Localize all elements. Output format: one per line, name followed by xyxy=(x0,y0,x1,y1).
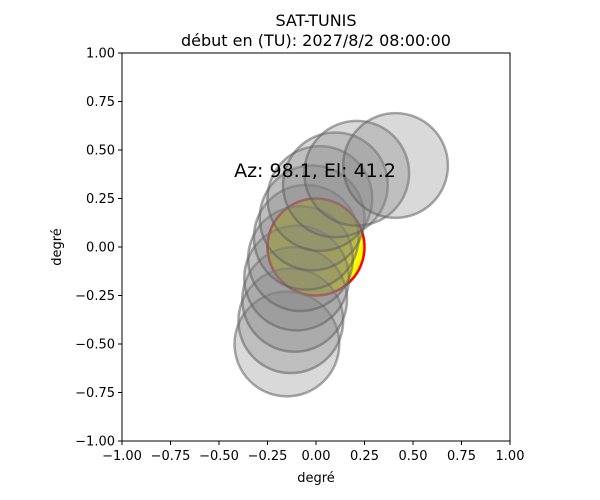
y-tick-label: 1.00 xyxy=(86,47,115,62)
y-tick-label: 0.00 xyxy=(86,241,115,256)
plot-marks xyxy=(233,111,450,398)
x-tick-label: 0.00 xyxy=(302,449,331,464)
x-axis-label: degré xyxy=(297,471,335,486)
x-tick-label: −1.00 xyxy=(102,449,142,464)
track-circle-9 xyxy=(281,131,390,239)
x-tick-label: −0.25 xyxy=(248,449,288,464)
x-tick-label: −0.75 xyxy=(151,449,191,464)
x-tick-label: 0.25 xyxy=(350,449,379,464)
x-tick-label: 1.00 xyxy=(496,449,525,464)
x-tick-label: 0.50 xyxy=(399,449,428,464)
y-axis-ticks: −1.00 −0.75 −0.50 −0.25 0.00 0.25 0.50 0.75 1.00 xyxy=(75,47,122,450)
x-tick-label: −0.50 xyxy=(199,449,239,464)
y-tick-label: −0.25 xyxy=(75,289,115,304)
y-tick-label: −0.75 xyxy=(75,386,115,401)
azimuth-elevation-annotation: Az: 98.1, El: 41.2 xyxy=(234,160,396,182)
track-circle-11 xyxy=(341,111,450,220)
y-tick-label: −1.00 xyxy=(75,435,115,450)
y-tick-label: 0.25 xyxy=(86,192,115,207)
y-tick-label: 0.75 xyxy=(86,95,115,110)
track-circle-10 xyxy=(303,119,411,227)
y-tick-label: −0.50 xyxy=(75,338,115,353)
x-tick-label: 0.75 xyxy=(447,449,476,464)
chart-title: SAT-TUNIS xyxy=(275,11,356,30)
track-circle-7 xyxy=(258,164,366,272)
y-axis-label: degré xyxy=(50,228,65,266)
chart-subtitle: début en (TU): 2027/8/2 08:00:00 xyxy=(181,31,451,50)
y-tick-label: 0.50 xyxy=(86,144,115,159)
x-axis-ticks: −1.00 −0.75 −0.50 −0.25 0.00 0.25 0.50 0.75 1.00 xyxy=(102,441,524,464)
